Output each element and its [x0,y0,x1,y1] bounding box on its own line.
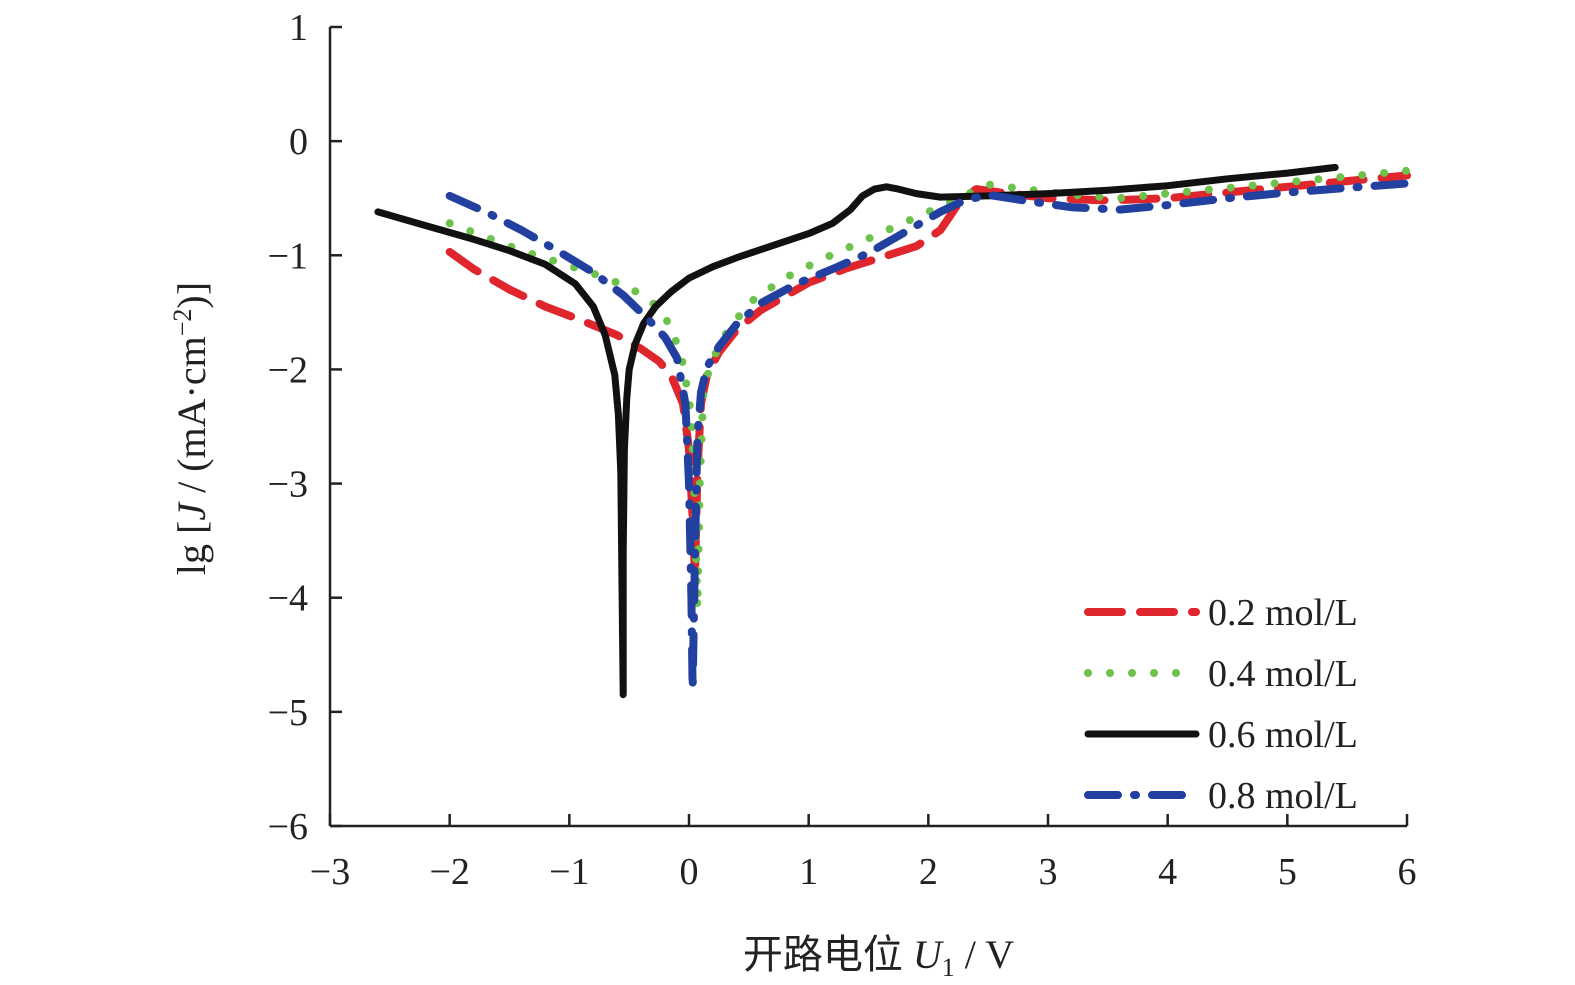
x-axis-ticks: −3 −2 −1 0 1 2 3 4 5 6 [310,814,1417,893]
x-tick-label: 2 [919,851,938,893]
y-axis-title-superscript: −2 [168,309,197,337]
x-tick-label: −2 [429,851,469,893]
x-tick-label: −1 [549,851,589,893]
y-axis-title: lg [J / (mA·cm−2)] [168,282,214,575]
x-axis-title-symbol: U [913,932,945,977]
series-line-2 [445,166,1411,614]
y-tick-label: −4 [268,578,308,620]
legend-label: 0.6 mol/L [1208,714,1358,756]
x-tick-label: 4 [1158,851,1177,893]
y-tick-label: 1 [289,7,308,49]
series-line-3 [374,163,1339,699]
legend-label: 0.8 mol/L [1208,775,1358,817]
series-line-1 [445,171,1411,579]
x-axis-title-unit: / V [955,932,1014,977]
series-layer [374,163,1411,699]
x-tick-label: 3 [1039,851,1058,893]
y-tick-label: −6 [268,806,308,848]
x-tick-label: 0 [680,851,699,893]
x-axis-title-prefix: 开路电位 [743,932,913,977]
legend: 0.2 mol/L 0.4 mol/L 0.6 mol/L 0.8 mol/L [1084,592,1358,817]
y-axis-title-middle: / (mA·cm [169,336,214,503]
y-tick-label: −3 [268,464,308,506]
y-axis-title-symbol: J [169,501,214,521]
x-axis-title-subscript: 1 [942,953,955,982]
x-tick-label: 6 [1398,851,1417,893]
x-tick-label: −3 [310,851,350,893]
y-axis-ticks: 1 0 −1 −2 −3 −4 −5 −6 [268,7,342,848]
y-axis-title-suffix: )] [169,282,214,309]
y-tick-label: −5 [268,692,308,734]
y-tick-label: −1 [268,235,308,277]
y-tick-label: −2 [268,349,308,391]
x-tick-label: 1 [799,851,818,893]
series-line-4 [445,179,1411,693]
y-tick-label: 0 [289,121,308,163]
y-axis-title-prefix: lg [ [169,521,214,575]
plot-area: −3 −2 −1 0 1 2 3 4 5 6 1 0 −1 −2 −3 −4 −5 −6 [268,7,1417,893]
x-axis-title: 开路电位 U1 / V [743,932,1014,982]
legend-label: 0.4 mol/L [1208,653,1358,695]
x-tick-label: 5 [1278,851,1297,893]
legend-label: 0.2 mol/L [1208,592,1358,634]
